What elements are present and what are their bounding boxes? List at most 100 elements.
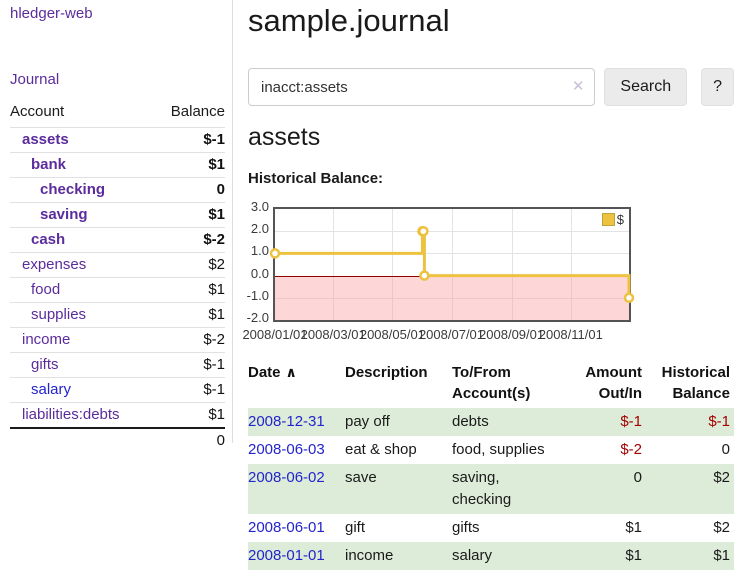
- account-row: expenses $2: [10, 252, 225, 278]
- sidebar-account-link[interactable]: bank: [31, 156, 67, 173]
- sidebar-account-link[interactable]: liabilities:debts: [22, 406, 120, 423]
- chart-gridline-vertical: [570, 209, 572, 320]
- register-description-cell: save: [345, 464, 452, 514]
- account-balance: $-2: [153, 327, 225, 353]
- date-column-header[interactable]: Date ∧: [248, 364, 297, 381]
- accounts-table: Account Balance assets $-1 bank $1 checking 0…: [10, 103, 225, 453]
- register-date-link[interactable]: 2008-01-01: [248, 547, 325, 564]
- account-cell: income: [10, 327, 154, 353]
- register-amount-cell: 0: [569, 464, 646, 514]
- account-balance: $1: [153, 402, 225, 428]
- account-cell: liabilities:debts: [10, 402, 154, 428]
- account-balance: $1: [153, 152, 225, 178]
- register-balance-cell: $-1: [646, 408, 734, 436]
- register-balance-cell: 0: [721, 441, 730, 458]
- balance-series: [269, 225, 635, 304]
- register-accounts-cell: debts: [452, 408, 569, 436]
- y-axis-tick-label: -1.0: [246, 287, 269, 303]
- legend-label: $: [616, 212, 624, 227]
- chart-gridline-vertical: [511, 209, 513, 320]
- sidebar-account-link[interactable]: assets: [22, 131, 69, 148]
- y-axis-tick-label: -2.0: [246, 310, 269, 325]
- sidebar-account-link[interactable]: expenses: [22, 256, 87, 273]
- register-accounts-cell: saving, checking: [452, 464, 569, 514]
- sidebar-account-link[interactable]: food: [31, 281, 61, 298]
- negative-region: [275, 275, 629, 320]
- search-input-wrap: ✕: [248, 68, 596, 106]
- chart-plot-area: $: [269, 207, 635, 322]
- accounts-column-header: To/From Account(s): [452, 364, 531, 402]
- chart-gridline-horizontal: [275, 231, 629, 233]
- register-date-link[interactable]: 2008-06-01: [248, 519, 325, 536]
- register-description-cell: gift: [345, 519, 366, 536]
- x-axis-tick-label: 2008/03/01: [300, 327, 366, 342]
- register-date-link[interactable]: 2008-06-03: [248, 441, 325, 458]
- account-cell: bank: [10, 152, 154, 178]
- account-row: gifts $-1: [10, 352, 225, 378]
- account-cell: gifts: [10, 352, 154, 378]
- sidebar-account-link[interactable]: salary: [31, 381, 72, 398]
- sidebar-account-link[interactable]: income: [22, 331, 71, 348]
- accounts-total-spacer: [10, 427, 154, 453]
- account-cell: food: [10, 277, 154, 303]
- y-axis-tick-label: 2.0: [250, 221, 269, 237]
- data-point-marker: [419, 270, 430, 281]
- register-balance-cell: $1: [646, 542, 734, 570]
- account-row: assets $-1: [10, 127, 225, 153]
- register-amount-cell: $-1: [569, 408, 646, 436]
- page-title: sample.journal: [248, 3, 450, 38]
- account-balance: $-2: [153, 227, 225, 253]
- brand-link[interactable]: hledger-web: [10, 5, 93, 22]
- clear-search-icon[interactable]: ✕: [571, 78, 585, 95]
- help-button[interactable]: ?: [701, 68, 734, 106]
- register-accounts-cell: gifts: [452, 519, 480, 536]
- sidebar-account-link[interactable]: gifts: [31, 356, 59, 373]
- account-cell: cash: [10, 227, 154, 253]
- balance-column-header: Balance: [170, 103, 225, 120]
- sort-ascending-icon: ∧: [285, 364, 297, 380]
- register-accounts-cell: salary: [452, 542, 569, 570]
- register-date-link[interactable]: 2008-06-02: [248, 469, 325, 486]
- account-row: supplies $1: [10, 302, 225, 328]
- register-row: 2008-01-01 income salary $1 $1: [248, 542, 734, 570]
- sidebar-account-link[interactable]: saving: [40, 206, 88, 223]
- register-balance-cell: $2: [646, 464, 734, 514]
- sidebar-account-link[interactable]: cash: [31, 231, 66, 248]
- register-date-link[interactable]: 2008-12-31: [248, 413, 325, 430]
- register-amount-cell: $-2: [620, 441, 642, 458]
- chart-gridline-vertical: [333, 209, 335, 320]
- sidebar-item-journal[interactable]: Journal: [10, 71, 60, 88]
- data-point-marker: [623, 292, 635, 304]
- account-balance: $-1: [153, 127, 225, 153]
- account-balance: $-1: [153, 352, 225, 378]
- register-table: Date ∧ Description To/From Account(s) Amo…: [248, 360, 734, 570]
- register-date-cell: 2008-06-01: [248, 514, 345, 542]
- main-content: sample.journal ✕ Search ? assets Histori…: [242, 0, 734, 570]
- account-balance: $1: [153, 277, 225, 303]
- account-balance: 0: [153, 177, 225, 203]
- account-cell: assets: [10, 127, 154, 153]
- sidebar-account-link[interactable]: supplies: [31, 306, 87, 323]
- search-button[interactable]: Search: [604, 68, 688, 106]
- register-date-cell: 2008-12-31: [248, 408, 345, 436]
- account-balance: $1: [153, 202, 225, 228]
- account-row: checking 0: [10, 177, 225, 203]
- x-axis-tick-label: 2008/09/01: [479, 327, 545, 342]
- account-cell: expenses: [10, 252, 154, 278]
- account-row: saving $1: [10, 202, 225, 228]
- register-description-cell: income: [345, 542, 452, 570]
- data-point-marker: [418, 225, 429, 237]
- account-row: food $1: [10, 277, 225, 303]
- register-row: 2008-06-03 eat & shop food, supplies $-2 0: [248, 436, 734, 464]
- account-cell: supplies: [10, 302, 154, 328]
- y-axis-tick-label: 0.0: [250, 265, 269, 281]
- accounts-table-header: Account Balance: [10, 103, 225, 128]
- sidebar-account-link[interactable]: checking: [40, 181, 106, 198]
- account-balance: $1: [153, 302, 225, 328]
- account-balance: $-1: [153, 377, 225, 403]
- search-input[interactable]: [248, 68, 596, 106]
- x-axis-tick-label: 2008/01/01: [242, 327, 308, 342]
- account-cell: checking: [10, 177, 154, 203]
- register-row: 2008-06-01 gift gifts $1 $2: [248, 514, 734, 542]
